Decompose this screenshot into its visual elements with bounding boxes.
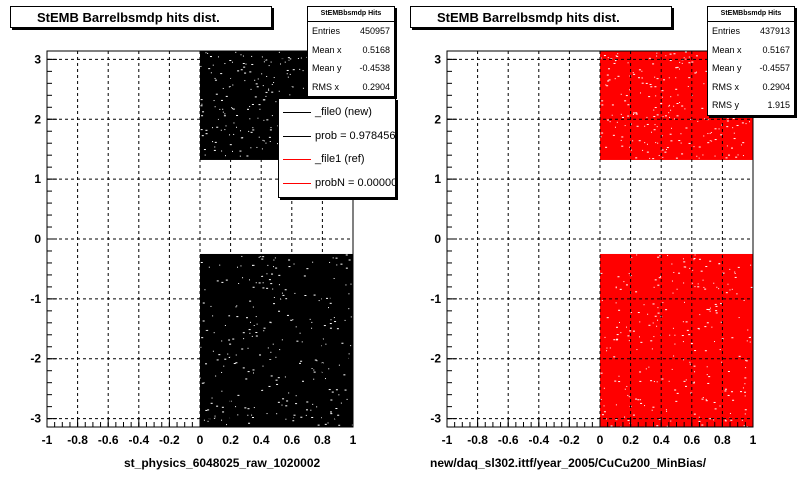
legend-label: prob = 0.978456 xyxy=(315,129,396,142)
x-tick-label-8: 0.6 xyxy=(683,433,700,447)
y-tick-label-5: 2 xyxy=(34,112,41,126)
grid xyxy=(447,51,753,427)
left-chart-panel: -1 -0.8 -0.6 -0.4 -0.2 0 0.2 0.4 0.6 0.8 1 -3 -2 -1 0 1… xyxy=(10,6,396,470)
stats-row: Mean y -0.4557 xyxy=(708,59,794,78)
x-tick-label-4: -0.2 xyxy=(559,433,580,447)
y-tick-label-6: 3 xyxy=(34,52,41,66)
legend-entry-2: _file1 (ref) xyxy=(279,148,395,170)
left-stats-box: StEMBbsmdp Hits Entries 450957 Mean x 0.5168… xyxy=(307,6,395,97)
stats-label: Mean y xyxy=(712,63,742,73)
x-tick-label-7: 0.4 xyxy=(653,433,670,447)
x-tick-label-0: -1 xyxy=(442,433,453,447)
y-tick-label-4: 1 xyxy=(434,172,441,186)
legend-swatch xyxy=(283,159,311,160)
stats-value: 437913 xyxy=(759,26,790,36)
filled-region-1 xyxy=(200,253,353,427)
right-stats-box: StEMBbsmdp Hits Entries 437913 Mean x 0.5167… xyxy=(707,6,795,116)
x-tick-label-2: -0.6 xyxy=(498,433,519,447)
x-tick-label-9: 0.8 xyxy=(714,433,731,447)
x-tick-label-6: 0.2 xyxy=(222,433,239,447)
stats-label: Mean x xyxy=(312,44,342,55)
legend-swatch xyxy=(283,112,311,113)
stats-row: Entries 437913 xyxy=(708,22,794,41)
stats-row: Entries 450957 xyxy=(308,22,394,41)
stats-value: -0.4557 xyxy=(759,63,790,73)
right-chart-panel: -1 -0.8 -0.6 -0.4 -0.2 0 0.2 0.4 0.6 0.8 1 -3 -2 -1 0 1… xyxy=(400,0,800,480)
legend-label: _file0 (new) xyxy=(315,106,372,118)
x-tick-label-6: 0.2 xyxy=(622,433,639,447)
stats-label: RMS x xyxy=(312,81,339,92)
y-tick-label-3: 0 xyxy=(434,232,441,246)
y-tick-label-2: -1 xyxy=(30,292,41,306)
right-xaxis-label: new/daq_sl302.ittf/year_2005/CuCu200_Min… xyxy=(430,456,707,470)
y-tick-label-5: 2 xyxy=(434,112,441,126)
y-tick-label-1: -2 xyxy=(430,352,441,366)
y-tick-label-0: -3 xyxy=(30,412,41,426)
x-tick-label-10: 1 xyxy=(750,433,757,447)
y-tick-label-1: -2 xyxy=(30,352,41,366)
stats-row: RMS y 1.915 xyxy=(708,96,794,115)
stats-label: Mean x xyxy=(712,44,742,55)
stats-row: Mean x 0.5168 xyxy=(308,41,394,60)
stats-row: RMS x 0.2904 xyxy=(708,78,794,97)
y-tick-label-0: -3 xyxy=(430,412,441,426)
y-tick-label-6: 3 xyxy=(434,52,441,66)
stats-row: Mean x 0.5167 xyxy=(708,41,794,60)
stats-value: 1.915 xyxy=(767,100,790,110)
x-tick-label-2: -0.6 xyxy=(98,433,119,447)
x-tick-label-10: 1 xyxy=(350,433,357,447)
stats-row: Mean y -0.4538 xyxy=(308,59,394,78)
left-xaxis-label: st_physics_6048025_raw_1020002 xyxy=(124,456,321,470)
stats-label: Entries xyxy=(312,26,341,36)
stats-value: 0.5168 xyxy=(362,44,390,55)
legend-entry-3: probN = 0.000000 xyxy=(279,172,396,194)
stats-value: 0.2904 xyxy=(762,81,790,92)
y-tick-label-2: -1 xyxy=(430,292,441,306)
legend-label: probN = 0.000000 xyxy=(315,176,396,189)
x-tick-label-1: -0.8 xyxy=(67,433,88,447)
stats-label: RMS x xyxy=(712,81,739,92)
stats-label: Entries xyxy=(712,26,741,36)
filled-region-1 xyxy=(600,253,753,427)
stats-header: StEMBbsmdp Hits xyxy=(708,7,794,22)
stats-header: StEMBbsmdp Hits xyxy=(308,7,394,22)
legend-swatch xyxy=(283,135,311,137)
x-tick-label-0: -1 xyxy=(42,433,53,447)
stats-label: RMS y xyxy=(712,100,739,110)
legend-entry-1: prob = 0.978456 xyxy=(279,125,396,147)
x-tick-label-3: -0.4 xyxy=(528,433,549,447)
x-tick-label-3: -0.4 xyxy=(128,433,149,447)
x-tick-label-5: 0 xyxy=(197,433,204,447)
legend-label: _file1 (ref) xyxy=(315,153,365,165)
legend-entry-0: _file0 (new) xyxy=(279,101,395,123)
stats-value: -0.4538 xyxy=(359,63,390,73)
stats-row: RMS x 0.2904 xyxy=(308,78,394,97)
x-tick-label-8: 0.6 xyxy=(283,433,300,447)
legend-swatch xyxy=(283,182,311,184)
left-legend: _file0 (new) prob = 0.978456 _file1 (ref) p… xyxy=(278,98,396,198)
x-tick-label-1: -0.8 xyxy=(467,433,488,447)
y-tick-label-4: 1 xyxy=(34,172,41,186)
stats-value: 0.5167 xyxy=(762,44,790,55)
x-tick-label-5: 0 xyxy=(597,433,604,447)
stats-value: 0.2904 xyxy=(362,81,390,92)
left-chart-title: StEMB Barrelbsmdp hits dist. xyxy=(10,6,272,28)
y-tick-label-3: 0 xyxy=(34,232,41,246)
right-chart-title: StEMB Barrelbsmdp hits dist. xyxy=(410,6,672,28)
x-tick-label-4: -0.2 xyxy=(159,433,180,447)
stats-label: Mean y xyxy=(312,63,342,73)
x-tick-label-7: 0.4 xyxy=(253,433,270,447)
x-tick-label-9: 0.8 xyxy=(314,433,331,447)
stats-value: 450957 xyxy=(359,26,390,36)
